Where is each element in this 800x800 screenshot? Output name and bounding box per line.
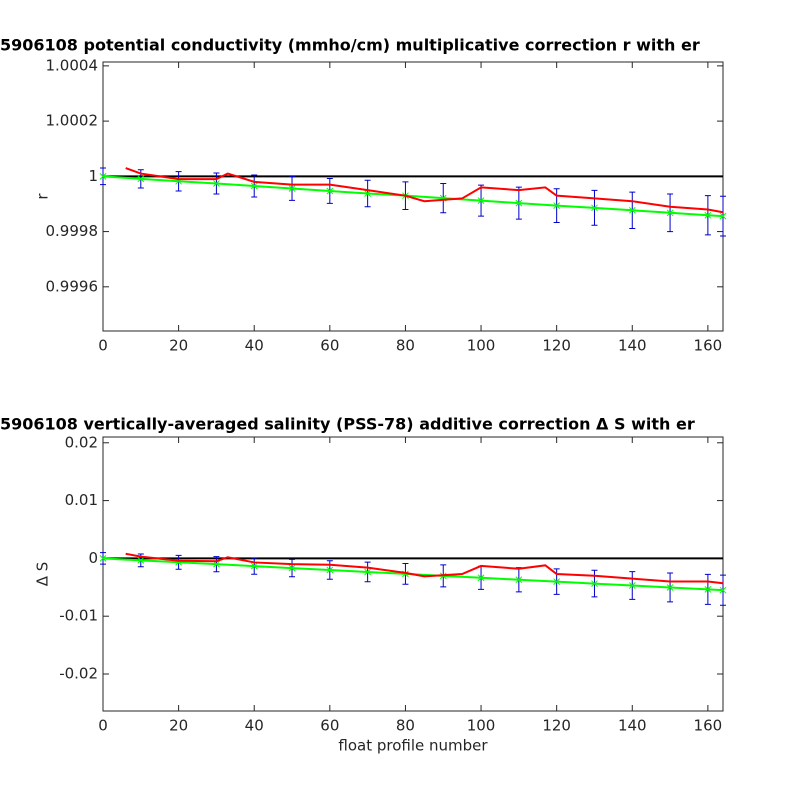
point	[99, 555, 107, 562]
y-tick-label: -0.02	[59, 665, 98, 683]
point	[288, 564, 296, 572]
point	[477, 197, 485, 204]
point	[477, 574, 485, 582]
y-tick-label: 1.0004	[46, 56, 99, 74]
point	[591, 204, 598, 212]
y-tick-label: 0	[88, 549, 98, 567]
x-tick-label: 20	[169, 717, 188, 735]
y-tick-label: 0.9998	[46, 222, 99, 240]
point	[719, 212, 727, 220]
x-tick-label: 140	[618, 337, 647, 355]
x-tick-label: 120	[542, 717, 571, 735]
series-line	[102, 557, 724, 592]
point	[364, 568, 371, 576]
series-line	[125, 552, 724, 585]
chart-title: 5906108 vertically-averaged salinity (PS…	[0, 415, 695, 434]
x-tick-label: 0	[98, 717, 108, 735]
point	[99, 172, 107, 180]
y-tick-label: 1	[88, 167, 98, 185]
x-tick-label: 100	[467, 337, 496, 355]
point	[719, 586, 727, 594]
point	[250, 182, 258, 190]
point	[704, 586, 712, 593]
y-tick-label: 1.0002	[46, 112, 99, 130]
x-tick-label: 80	[396, 717, 415, 735]
point	[553, 578, 561, 585]
point	[250, 562, 258, 570]
x-tick-label: 160	[694, 717, 723, 735]
series-line	[125, 167, 724, 214]
x-tick-label: 100	[467, 717, 496, 735]
point	[704, 211, 712, 219]
point	[515, 199, 523, 207]
series-line	[102, 175, 724, 218]
y-axis-label: r	[34, 193, 52, 200]
point	[553, 202, 561, 209]
point	[364, 190, 371, 197]
x-tick-label: 20	[169, 337, 188, 355]
point	[515, 576, 523, 584]
point	[137, 557, 145, 564]
point	[137, 175, 145, 183]
x-tick-label: 120	[542, 337, 571, 355]
x-tick-label: 40	[245, 717, 264, 735]
point	[591, 580, 598, 587]
point	[666, 209, 674, 217]
y-tick-label: 0.02	[65, 433, 98, 451]
x-axis-label: float profile number	[338, 737, 488, 755]
y-tick-label: 0.01	[65, 491, 98, 509]
y-axis-label: Δ S	[34, 562, 52, 587]
y-tick-label: -0.01	[59, 607, 98, 625]
point	[326, 566, 334, 574]
x-tick-label: 0	[98, 337, 108, 355]
chart-title: 5906108 potential conductivity (mmho/cm)…	[0, 36, 700, 55]
x-tick-label: 80	[396, 337, 415, 355]
point	[326, 187, 334, 195]
x-tick-label: 60	[320, 337, 339, 355]
x-tick-label: 60	[320, 717, 339, 735]
point	[213, 180, 220, 187]
point	[628, 582, 636, 589]
x-tick-label: 160	[694, 337, 723, 355]
y-tick-label: 0.9996	[46, 277, 99, 295]
point	[628, 206, 636, 214]
x-tick-label: 140	[618, 717, 647, 735]
point	[666, 584, 674, 591]
point	[288, 185, 296, 192]
x-tick-label: 40	[245, 337, 264, 355]
